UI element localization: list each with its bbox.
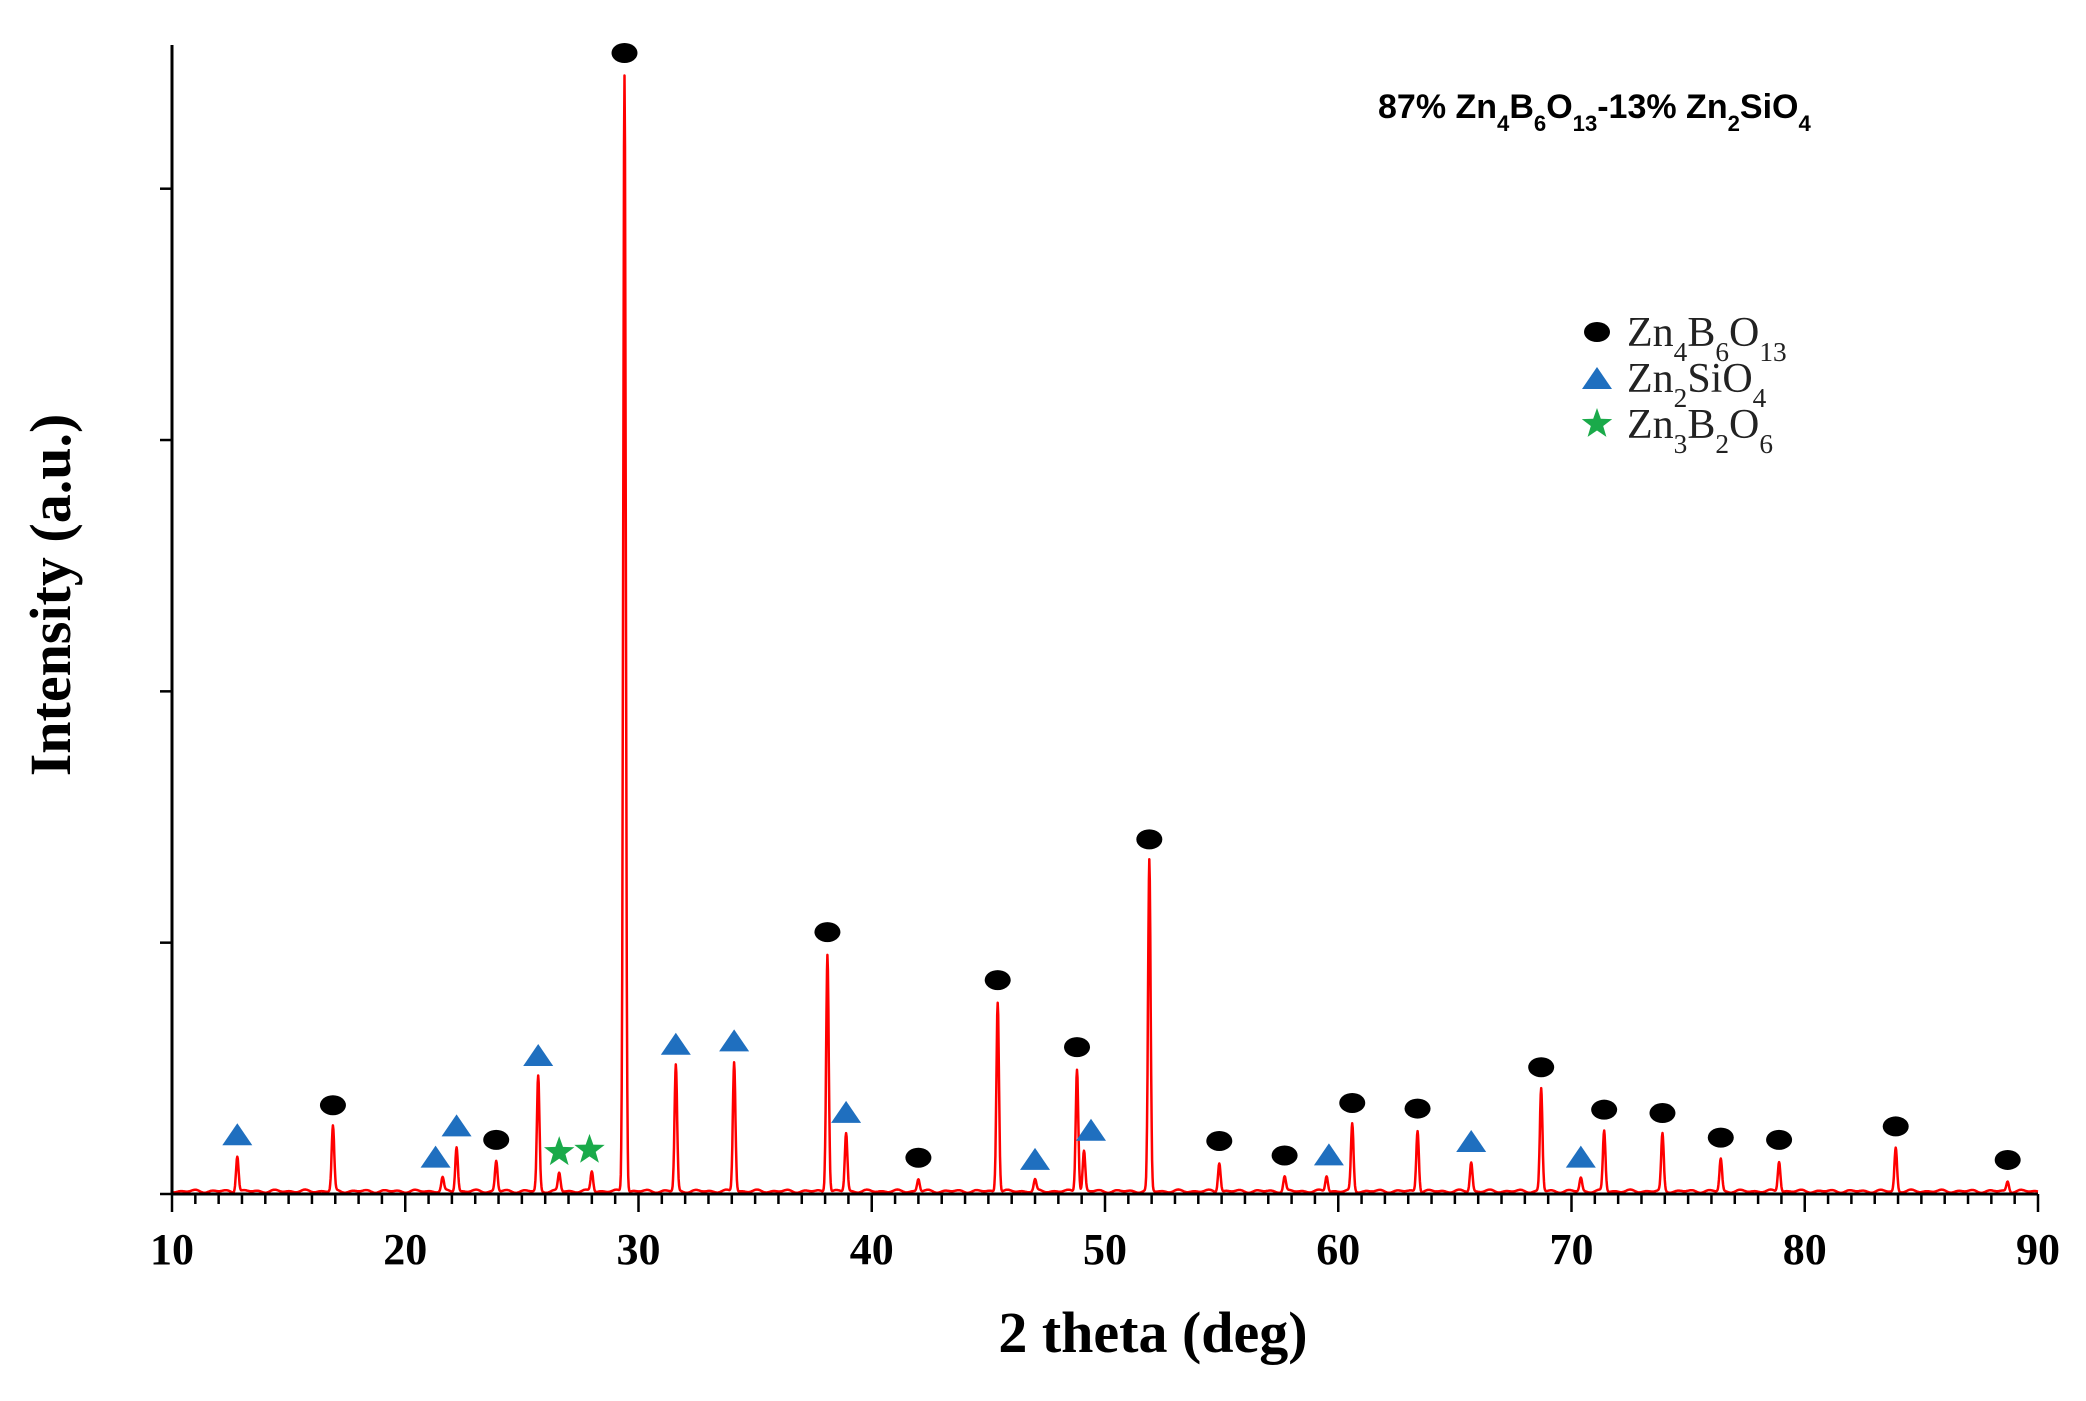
zn3b2o6-marker bbox=[574, 1133, 605, 1163]
x-tick-label: 30 bbox=[617, 1225, 661, 1274]
zn4b6o13-marker bbox=[1584, 322, 1610, 342]
x-tick-label: 80 bbox=[1783, 1225, 1827, 1274]
zn2sio4-marker bbox=[831, 1100, 862, 1123]
zn2sio4-marker bbox=[441, 1114, 472, 1137]
zn4b6o13-marker bbox=[1271, 1145, 1298, 1166]
zn4b6o13-marker bbox=[1339, 1092, 1366, 1113]
x-tick-label: 60 bbox=[1316, 1225, 1360, 1274]
zn4b6o13-marker bbox=[1591, 1099, 1618, 1120]
zn2sio4-marker bbox=[1313, 1143, 1344, 1166]
x-tick-label: 50 bbox=[1083, 1225, 1127, 1274]
zn4b6o13-marker bbox=[1994, 1149, 2021, 1170]
x-tick-labels: 10 20 30 40 50 60 70 80 90 bbox=[150, 1225, 2060, 1274]
axis-ticks bbox=[160, 187, 2040, 1212]
zn2sio4-marker bbox=[523, 1043, 554, 1066]
legend-label: Zn2SiO4 bbox=[1627, 356, 1767, 413]
zn4b6o13-marker bbox=[1528, 1057, 1555, 1078]
zn4b6o13-marker bbox=[1064, 1037, 1091, 1058]
zn2sio4-marker bbox=[660, 1032, 691, 1055]
zn4b6o13-marker bbox=[1649, 1103, 1676, 1124]
zn3b2o6-marker bbox=[1581, 408, 1613, 437]
zn4b6o13-marker bbox=[319, 1095, 346, 1116]
zn4b6o13-marker bbox=[814, 922, 841, 943]
zn4b6o13-marker bbox=[483, 1129, 510, 1150]
x-tick-label: 40 bbox=[850, 1225, 894, 1274]
zn2sio4-marker bbox=[719, 1029, 750, 1052]
zn4b6o13-marker bbox=[984, 970, 1011, 991]
x-axis-title: 2 theta (deg) bbox=[998, 1300, 1307, 1365]
zn4b6o13-marker bbox=[1882, 1116, 1909, 1137]
zn4b6o13-marker bbox=[1206, 1130, 1233, 1151]
legend-label: Zn4B6O13 bbox=[1627, 310, 1787, 367]
zn2sio4-marker bbox=[1565, 1145, 1596, 1168]
xrd-pattern-line bbox=[171, 74, 2039, 1195]
y-axis-title: Intensity (a.u.) bbox=[18, 414, 83, 777]
zn2sio4-marker bbox=[420, 1145, 451, 1168]
zn2sio4-marker bbox=[1076, 1118, 1107, 1141]
chart-title: 87% Zn4B6O13-13% Zn2SiO4 bbox=[1378, 88, 1811, 136]
zn2sio4-marker bbox=[1582, 367, 1612, 389]
phase-markers bbox=[222, 43, 2021, 1170]
zn4b6o13-marker bbox=[1136, 829, 1163, 850]
zn4b6o13-marker bbox=[1766, 1129, 1793, 1150]
zn2sio4-marker bbox=[222, 1123, 253, 1146]
x-tick-label: 10 bbox=[150, 1225, 194, 1274]
zn4b6o13-marker bbox=[1404, 1098, 1431, 1119]
legend-label: Zn3B2O6 bbox=[1627, 402, 1773, 459]
zn4b6o13-marker bbox=[1707, 1127, 1734, 1148]
x-tick-label: 90 bbox=[2016, 1225, 2060, 1274]
x-tick-label: 20 bbox=[383, 1225, 427, 1274]
zn3b2o6-marker bbox=[544, 1136, 575, 1166]
zn4b6o13-marker bbox=[905, 1147, 932, 1168]
zn2sio4-marker bbox=[1020, 1147, 1051, 1170]
x-tick-label: 70 bbox=[1550, 1225, 1594, 1274]
zn2sio4-marker bbox=[1456, 1129, 1487, 1152]
zn4b6o13-marker bbox=[611, 43, 638, 63]
